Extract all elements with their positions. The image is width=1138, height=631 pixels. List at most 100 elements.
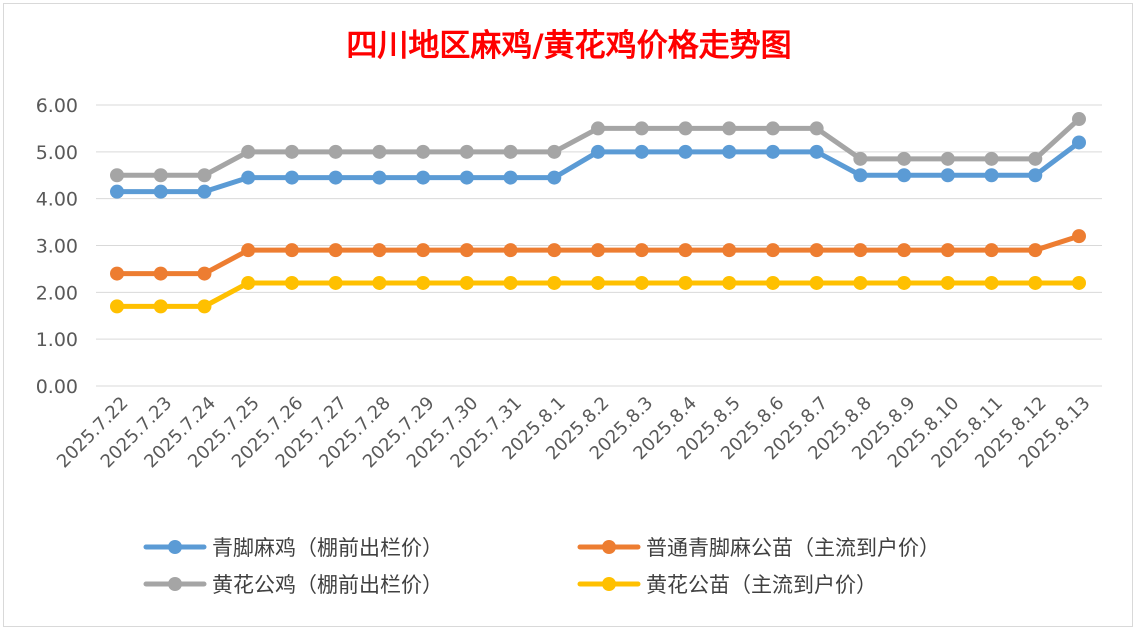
series-1 — [110, 135, 1086, 199]
data-point — [678, 144, 693, 159]
data-point — [634, 243, 649, 258]
series-3 — [110, 112, 1086, 183]
series-lines — [110, 112, 1086, 314]
data-point — [984, 168, 999, 183]
data-point — [1072, 275, 1086, 290]
data-point — [503, 243, 518, 258]
data-point — [722, 275, 737, 290]
data-point — [722, 144, 737, 159]
data-point — [153, 299, 168, 314]
data-point — [241, 170, 256, 185]
data-point — [110, 168, 124, 183]
legend-item: 黄花公鸡（棚前出栏价） — [143, 573, 443, 597]
data-point — [416, 243, 431, 258]
data-point — [765, 144, 780, 159]
legend-item: 普通青脚麻公苗（主流到户价） — [577, 536, 940, 560]
legend-marker — [602, 577, 616, 591]
data-point — [284, 275, 299, 290]
chart-area — [3, 3, 1133, 627]
data-point — [765, 121, 780, 136]
legend-label: 黄花公苗（主流到户价） — [646, 573, 877, 597]
data-point — [940, 275, 955, 290]
legend-item: 黄花公苗（主流到户价） — [577, 573, 877, 597]
data-point — [372, 170, 387, 185]
data-point — [547, 243, 562, 258]
data-point — [809, 144, 824, 159]
data-point — [241, 243, 256, 258]
data-point — [153, 266, 168, 281]
data-point — [547, 275, 562, 290]
data-point — [459, 170, 474, 185]
data-point — [110, 299, 124, 314]
data-point — [678, 243, 693, 258]
data-point — [591, 144, 605, 159]
data-point — [328, 243, 343, 258]
data-point — [328, 275, 343, 290]
data-point — [678, 121, 693, 136]
data-point — [328, 170, 343, 185]
data-point — [503, 170, 518, 185]
legend-label: 普通青脚麻公苗（主流到户价） — [646, 536, 940, 560]
data-point — [897, 243, 912, 258]
chart-title: 四川地区麻鸡/黄花鸡价格走势图 — [346, 28, 791, 64]
data-point — [416, 144, 431, 159]
y-tick-label: 5.00 — [36, 142, 78, 164]
data-point — [634, 121, 649, 136]
data-point — [459, 144, 474, 159]
data-point — [591, 121, 605, 136]
series-2 — [110, 229, 1086, 281]
data-point — [503, 275, 518, 290]
data-point — [241, 275, 256, 290]
data-point — [678, 275, 693, 290]
data-point — [1072, 112, 1086, 127]
y-tick-label: 1.00 — [36, 329, 78, 351]
data-point — [1028, 275, 1043, 290]
data-point — [634, 144, 649, 159]
data-point — [1072, 229, 1086, 244]
data-point — [197, 184, 212, 199]
legend-marker — [168, 577, 182, 591]
y-axis-ticks: 0.00 1.00 2.00 3.00 4.00 5.00 6.00 — [36, 95, 78, 398]
data-point — [809, 275, 824, 290]
data-point — [897, 168, 912, 183]
data-point — [984, 275, 999, 290]
data-point — [372, 275, 387, 290]
series-4 — [110, 275, 1086, 314]
data-point — [809, 243, 824, 258]
legend-label: 黄花公鸡（棚前出栏价） — [212, 573, 443, 597]
data-point — [241, 144, 256, 159]
data-point — [940, 168, 955, 183]
data-point — [722, 121, 737, 136]
legend-item: 青脚麻鸡（棚前出栏价） — [143, 536, 443, 560]
data-point — [853, 275, 868, 290]
data-point — [284, 170, 299, 185]
data-point — [940, 243, 955, 258]
data-point — [372, 243, 387, 258]
data-point — [328, 144, 343, 159]
data-point — [897, 151, 912, 166]
data-point — [809, 121, 824, 136]
data-point — [110, 266, 124, 281]
data-point — [1028, 168, 1043, 183]
data-point — [110, 184, 124, 199]
data-point — [153, 184, 168, 199]
data-point — [416, 275, 431, 290]
legend-marker — [168, 540, 182, 554]
data-point — [197, 266, 212, 281]
data-point — [284, 144, 299, 159]
y-tick-label: 2.00 — [36, 282, 78, 304]
data-point — [547, 144, 562, 159]
data-point — [853, 151, 868, 166]
data-point — [940, 151, 955, 166]
data-point — [547, 170, 562, 185]
data-point — [853, 243, 868, 258]
data-point — [722, 243, 737, 258]
legend: 青脚麻鸡（棚前出栏价） 普通青脚麻公苗（主流到户价） 黄花公鸡（棚前出栏价） 黄花公苗… — [143, 536, 940, 597]
data-point — [459, 243, 474, 258]
data-point — [765, 275, 780, 290]
data-point — [503, 144, 518, 159]
data-point — [591, 243, 605, 258]
x-axis-ticks: 2025.7.222025.7.232025.7.242025.7.252025… — [53, 393, 1095, 473]
data-point — [984, 243, 999, 258]
data-point — [459, 275, 474, 290]
